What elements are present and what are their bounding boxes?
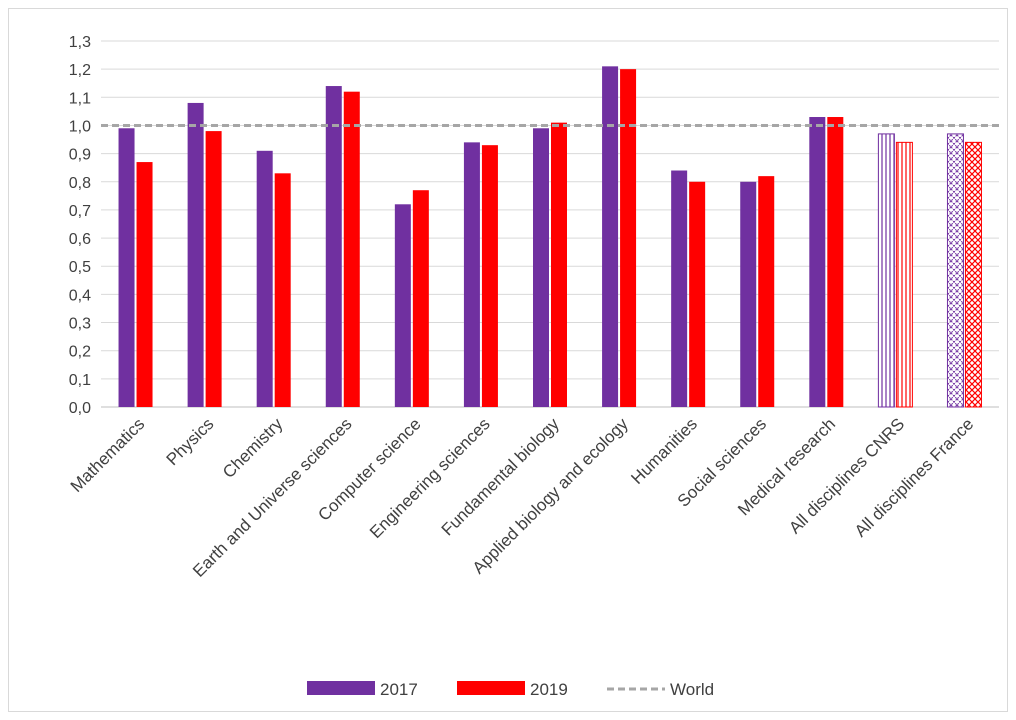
x-category-label: Humanities — [627, 414, 701, 488]
legend-label: 2017 — [380, 680, 418, 699]
bar-2017 — [256, 150, 273, 408]
bar-2017 — [325, 86, 342, 408]
bar-2017 — [671, 170, 688, 407]
bar-2019 — [205, 131, 222, 407]
legend-label: World — [670, 680, 714, 699]
bar-2017 — [877, 133, 895, 408]
y-tick-label: 1,2 — [69, 62, 91, 79]
y-tick-label: 0,4 — [69, 287, 91, 304]
legend: 2017 2019 World — [307, 680, 714, 699]
bar-2019 — [689, 181, 706, 407]
x-category-label: Fundamental biology — [438, 414, 563, 539]
bar-2017 — [809, 117, 826, 407]
bar-2019 — [758, 176, 775, 407]
x-category-label: All disciplines CNRS — [785, 414, 908, 537]
bar-2019 — [895, 141, 913, 408]
bar-2019 — [136, 162, 153, 407]
bar-2017 — [463, 142, 480, 407]
gridlines — [101, 40, 999, 408]
y-tick-label: 0,2 — [69, 344, 91, 361]
bar-2019 — [343, 91, 360, 407]
y-tick-label: 0,0 — [69, 400, 91, 417]
bar-2017 — [187, 102, 204, 407]
y-tick-label: 0,5 — [69, 259, 91, 276]
y-tick-label: 0,6 — [69, 231, 91, 248]
bar-2017 — [946, 133, 964, 408]
y-tick-label: 1,3 — [69, 34, 91, 51]
bars — [118, 66, 982, 408]
bar-2019 — [551, 122, 567, 408]
legend-swatch-2019 — [457, 681, 525, 695]
bar-2017 — [533, 128, 549, 407]
bar-2019 — [964, 141, 982, 408]
x-category-label: Chemistry — [219, 414, 287, 482]
x-category-label: All disciplines France — [851, 414, 977, 540]
y-tick-label: 0,3 — [69, 316, 91, 333]
bar-2017 — [740, 181, 757, 407]
y-tick-label: 0,8 — [69, 175, 91, 192]
y-axis-tick-labels: 0,0 0,1 0,2 0,3 0,4 0,5 0,6 0,7 0,8 0,9 1,0 1,1 1,2 1… — [69, 34, 91, 417]
chart-area: 0,0 0,1 0,2 0,3 0,4 0,5 0,6 0,7 0,8 0,9 1,0 1,1 1,2 1… — [8, 8, 1008, 712]
bar-2017 — [602, 66, 619, 407]
y-tick-label: 0,1 — [69, 372, 91, 389]
bar-2019 — [620, 69, 637, 408]
x-category-label: Physics — [163, 414, 218, 469]
bar-2019 — [274, 173, 291, 407]
y-tick-label: 1,1 — [69, 90, 91, 107]
bar-2017 — [118, 128, 135, 407]
legend-label: 2019 — [530, 680, 568, 699]
bar-chart: 0,0 0,1 0,2 0,3 0,4 0,5 0,6 0,7 0,8 0,9 1,0 1,1 1,2 1… — [67, 34, 999, 699]
y-tick-label: 0,7 — [69, 203, 91, 220]
x-category-label: Engineering sciences — [366, 414, 494, 542]
bar-2019 — [481, 145, 498, 407]
x-category-label: Mathematics — [67, 414, 149, 496]
bar-2017 — [394, 204, 411, 407]
bar-2019 — [412, 190, 429, 407]
bar-2019 — [827, 117, 844, 407]
legend-swatch-2017 — [307, 681, 375, 695]
y-tick-label: 1,0 — [69, 118, 91, 135]
y-tick-label: 0,9 — [69, 147, 91, 164]
